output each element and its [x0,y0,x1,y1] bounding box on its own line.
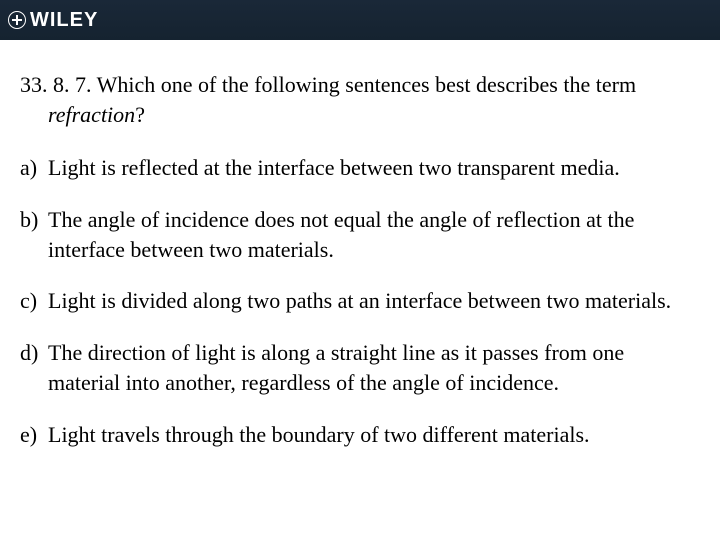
option-a[interactable]: a) Light is reflected at the interface b… [20,153,700,183]
header-bar: WILEY [0,0,720,40]
option-text: Light is reflected at the interface betw… [48,153,700,183]
question-text-before: Which one of the following sentences bes… [97,72,636,97]
option-b[interactable]: b) The angle of incidence does not equal… [20,205,700,264]
option-c[interactable]: c) Light is divided along two paths at a… [20,286,700,316]
option-text: The direction of light is along a straig… [48,338,700,397]
question-stem: 33. 8. 7. Which one of the following sen… [20,70,700,129]
wiley-logo-icon [8,11,26,29]
option-letter: e) [20,420,48,450]
option-text: Light is divided along two paths at an i… [48,286,700,316]
option-d[interactable]: d) The direction of light is along a str… [20,338,700,397]
question-text-after: ? [135,102,145,127]
option-letter: b) [20,205,48,264]
option-letter: d) [20,338,48,397]
option-letter: a) [20,153,48,183]
question-term: refraction [48,102,135,127]
brand-name: WILEY [30,9,98,32]
option-e[interactable]: e) Light travels through the boundary of… [20,420,700,450]
option-text: Light travels through the boundary of tw… [48,420,700,450]
option-letter: c) [20,286,48,316]
question-number: 33. 8. 7. [20,72,92,97]
option-text: The angle of incidence does not equal th… [48,205,700,264]
content-area: 33. 8. 7. Which one of the following sen… [0,40,720,491]
